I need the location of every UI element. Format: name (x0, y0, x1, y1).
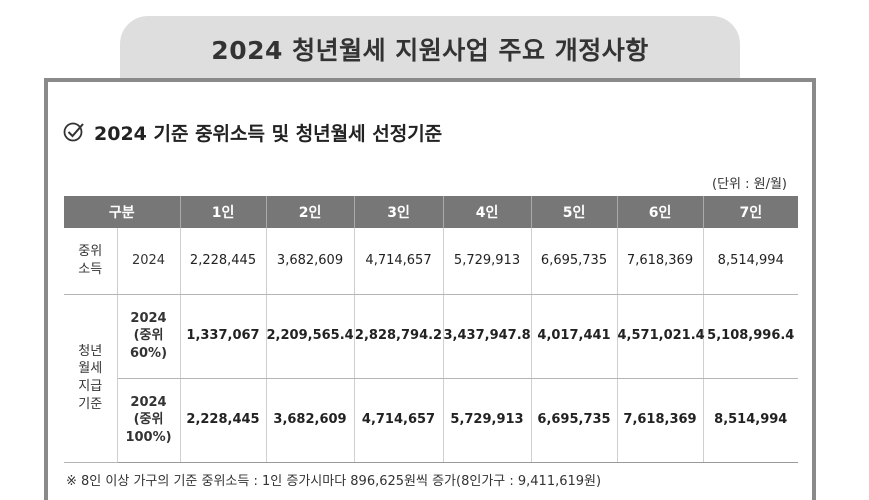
table-cell: 4,571,021.4 (617, 294, 705, 379)
column-header: 7인 (703, 196, 799, 228)
income-label: 중위 소득 (64, 228, 118, 295)
table-cell: 4,714,657 (354, 228, 444, 295)
table-cell: 4,017,441 (531, 294, 618, 379)
category-header: 구분 (64, 196, 181, 228)
table-cell: 2,209,565.4 (266, 294, 355, 379)
column-header: 6인 (617, 196, 704, 228)
section-title: 2024 기준 중위소득 및 청년월세 선정기준 (94, 122, 443, 145)
header-row: 구분 1인 2인 3인 4인 5인 6인 7인 (64, 196, 799, 228)
table-cell: 5,108,996.4 (703, 294, 799, 379)
footnote: ※ 8인 이상 가구의 기준 중위소득 : 1인 증가시마다 896,625원씩… (66, 474, 602, 489)
table-cell: 2,828,794.2 (354, 294, 444, 379)
rent-sub-label: 2024 (중위 60%) (117, 294, 181, 379)
rent-row-100: 2024 (중위 100%) 2,228,445 3,682,609 4,714… (64, 378, 799, 463)
table-cell: 4,714,657 (354, 378, 444, 463)
table-cell: 3,682,609 (266, 378, 355, 463)
column-header: 2인 (266, 196, 355, 228)
table-cell: 7,618,369 (617, 378, 704, 463)
income-row: 중위 소득 2024 2,228,445 3,682,609 4,714,657… (64, 228, 799, 295)
table-cell: 7,618,369 (617, 228, 704, 295)
check-circle-icon (63, 122, 84, 142)
table-cell: 6,695,735 (531, 378, 618, 463)
column-header: 5인 (531, 196, 618, 228)
table-cell: 3,682,609 (266, 228, 355, 295)
table-cell: 6,695,735 (531, 228, 618, 295)
criteria-table: 구분 1인 2인 3인 4인 5인 6인 7인 중위 소득 2024 2,228… (64, 196, 799, 463)
column-header: 4인 (443, 196, 532, 228)
table-cell: 8,514,994 (703, 228, 799, 295)
table-cell: 1,337,067 (180, 294, 267, 379)
table-cell: 8,514,994 (703, 378, 799, 463)
rent-sub-label: 2024 (중위 100%) (117, 378, 181, 463)
column-header: 1인 (180, 196, 267, 228)
title-banner: 2024 청년월세 지원사업 주요 개정사항 (120, 16, 740, 82)
column-header: 3인 (354, 196, 444, 228)
section-heading: 2024 기준 중위소득 및 청년월세 선정기준 (62, 118, 442, 146)
table-cell: 5,729,913 (443, 378, 532, 463)
unit-note: (단위 : 원/월) (712, 177, 788, 192)
table-cell: 5,729,913 (443, 228, 532, 295)
table-cell: 3,437,947.8 (443, 294, 532, 379)
table-cell: 2,228,445 (180, 228, 267, 295)
rent-label: 청년 월세 지급 기준 (64, 294, 118, 463)
income-year: 2024 (117, 228, 181, 295)
page-title: 2024 청년월세 지원사업 주요 개정사항 (211, 36, 649, 65)
table-cell: 2,228,445 (180, 378, 267, 463)
rent-row-60: 청년 월세 지급 기준 2024 (중위 60%) 1,337,067 2,20… (64, 294, 799, 463)
